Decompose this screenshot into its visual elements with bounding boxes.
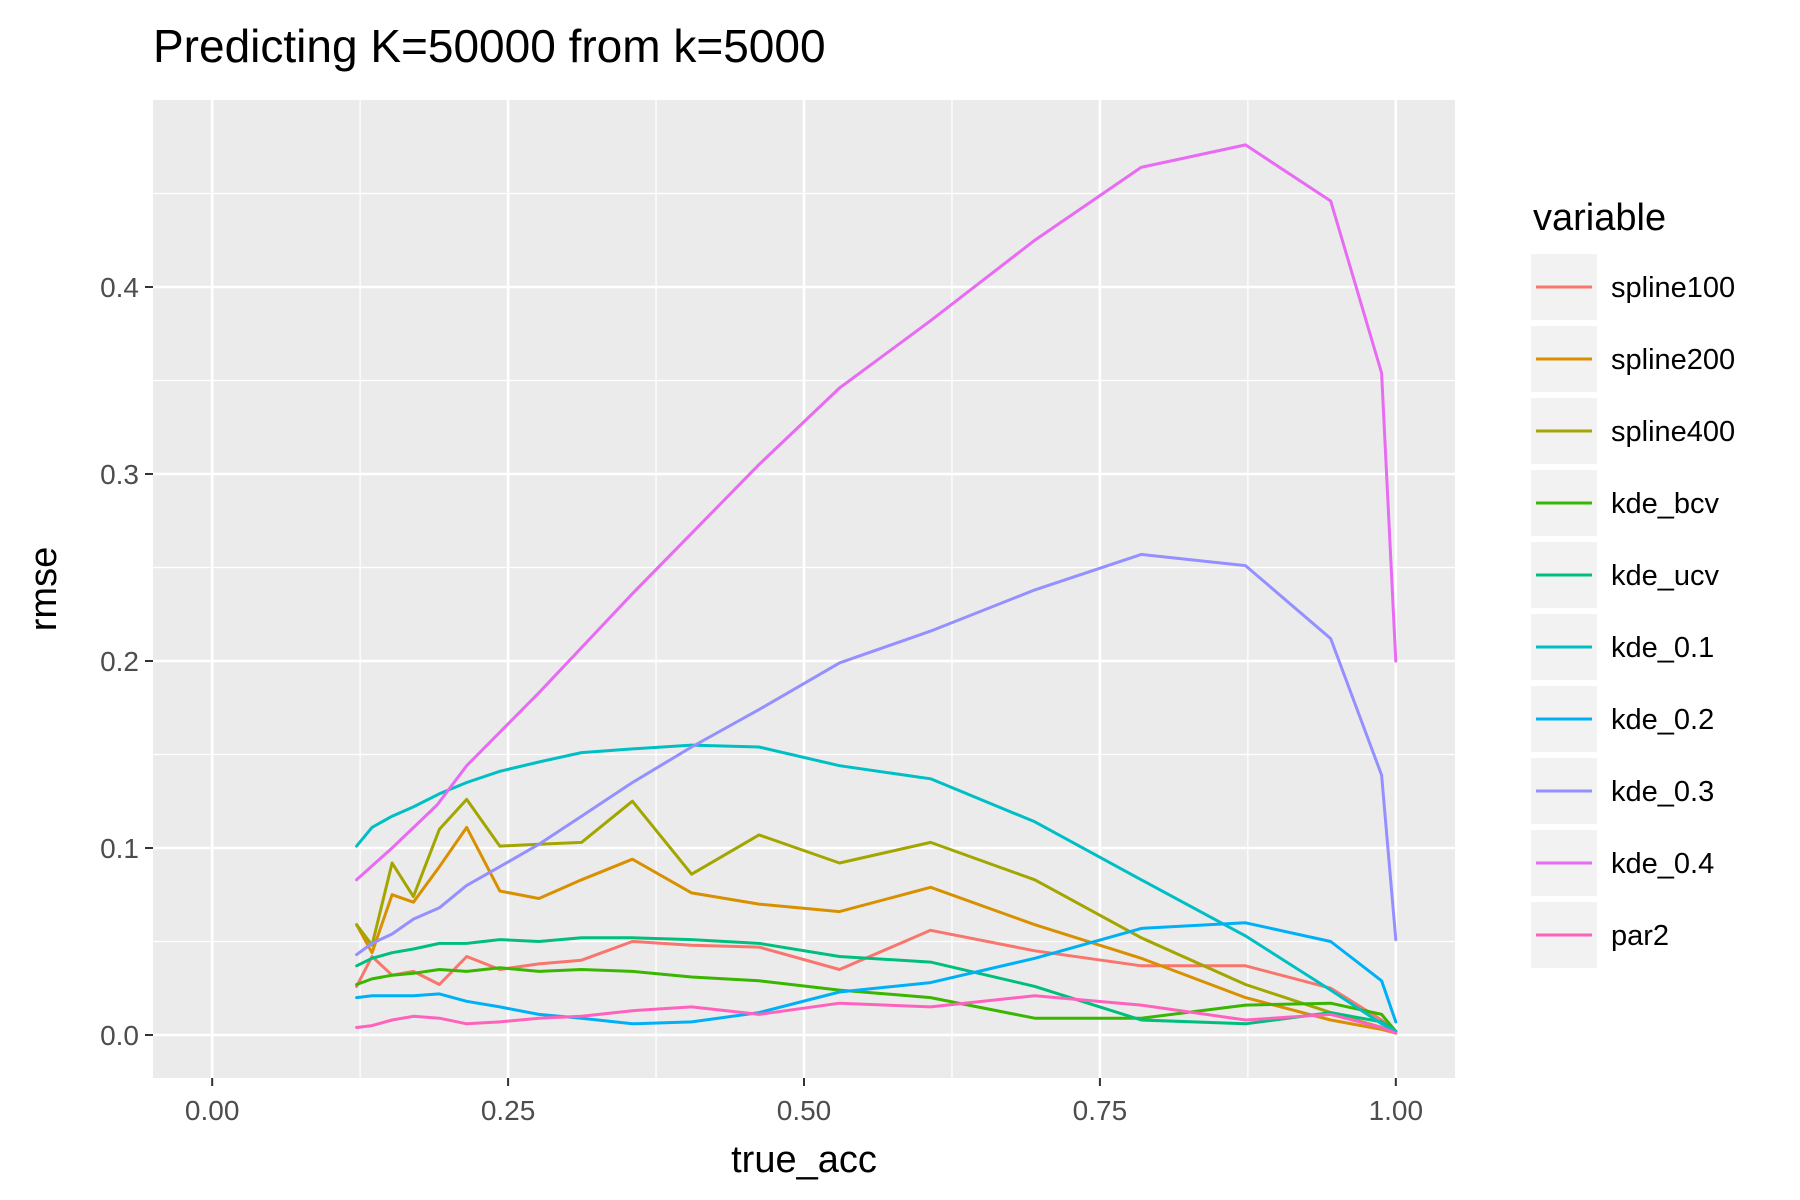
- series-line-par2: [355, 994, 1398, 1035]
- legend-label: spline400: [1611, 416, 1735, 448]
- x-axis-label: true_acc: [731, 1139, 877, 1181]
- x-tick-label: 0.75: [1073, 1095, 1128, 1126]
- y-tick-label: 0.1: [100, 833, 139, 864]
- series-line-kde_0.4: [355, 143, 1398, 882]
- series-line-spline200: [355, 825, 1398, 1035]
- legend-label: kde_ucv: [1611, 560, 1720, 592]
- series-lines: [355, 143, 1398, 1035]
- series-line-kde_bcv: [355, 966, 1398, 1033]
- series-line-kde_ucv: [355, 936, 1398, 1033]
- y-tick-label: 0.4: [100, 272, 139, 303]
- y-tick-label: 0.3: [100, 459, 139, 490]
- y-tick-label: 0.2: [100, 646, 139, 677]
- legend-label: kde_bcv: [1611, 488, 1720, 520]
- legend-label: kde_0.2: [1611, 704, 1714, 736]
- legend-label: kde_0.3: [1611, 776, 1714, 808]
- legend-item: kde_0.4: [1531, 830, 1714, 896]
- legend-label: kde_0.4: [1611, 848, 1714, 880]
- x-tick-label: 0.25: [481, 1095, 536, 1126]
- chart-title: Predicting K=50000 from k=5000: [153, 20, 826, 72]
- legend-item: kde_ucv: [1531, 542, 1720, 608]
- legend: variable spline100 spline200 spline400 kde_…: [1531, 197, 1735, 968]
- series-line-spline400: [355, 797, 1398, 1035]
- x-tick-label: 0.50: [777, 1095, 832, 1126]
- legend-title: variable: [1533, 197, 1666, 239]
- series-line-kde_0.2: [355, 921, 1398, 1026]
- series-line-kde_0.3: [355, 552, 1398, 957]
- legend-item: spline100: [1531, 254, 1735, 320]
- x-tick-label: 1.00: [1369, 1095, 1424, 1126]
- legend-item: spline200: [1531, 326, 1735, 392]
- legend-label: kde_0.1: [1611, 632, 1714, 664]
- legend-item: par2: [1531, 902, 1669, 968]
- legend-items: spline100 spline200 spline400 kde_bcv kde_uc…: [1531, 254, 1735, 968]
- legend-label: spline100: [1611, 272, 1735, 304]
- legend-item: spline400: [1531, 398, 1735, 464]
- legend-item: kde_0.1: [1531, 614, 1714, 680]
- y-tick-label: 0.0: [100, 1020, 139, 1051]
- legend-item: kde_0.2: [1531, 686, 1714, 752]
- legend-label: par2: [1611, 920, 1669, 952]
- series-line-kde_0.1: [355, 743, 1398, 1033]
- legend-label: spline200: [1611, 344, 1735, 376]
- grid-lines: [153, 100, 1455, 1078]
- x-tick-label: 0.00: [185, 1095, 240, 1126]
- axis-ticks: 0.00 0.25 0.50 0.75 1.00 0.0 0.1 0.2 0.3 0.4: [100, 272, 1423, 1126]
- legend-item: kde_0.3: [1531, 758, 1714, 824]
- y-axis-label: rmse: [23, 547, 65, 631]
- legend-item: kde_bcv: [1531, 470, 1720, 536]
